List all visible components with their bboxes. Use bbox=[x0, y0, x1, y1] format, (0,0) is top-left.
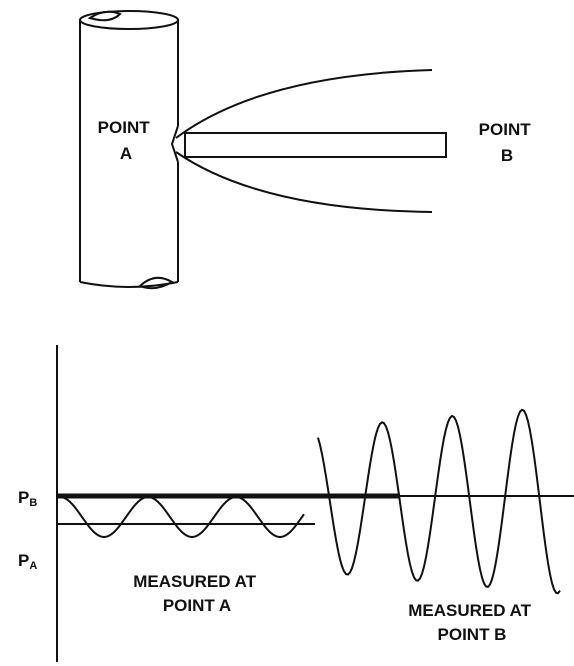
symbol: P bbox=[18, 488, 29, 507]
label-line: MEASURED AT bbox=[133, 572, 256, 591]
point-a-label: POINT A bbox=[98, 118, 155, 163]
label-line: B bbox=[501, 146, 513, 165]
level-b-label: PB bbox=[18, 488, 37, 509]
wave-a bbox=[59, 495, 305, 539]
branch bbox=[170, 69, 447, 213]
label-line: POINT bbox=[98, 118, 151, 137]
wave-b bbox=[317, 408, 561, 595]
label-line: A bbox=[120, 144, 132, 163]
point-b-label: POINT B bbox=[479, 120, 536, 165]
label-line: POINT B bbox=[438, 625, 507, 644]
measured-b-label: MEASURED AT POINT B bbox=[408, 601, 536, 644]
subscript: B bbox=[29, 497, 37, 509]
label-line: MEASURED AT bbox=[408, 601, 531, 620]
label-line: POINT A bbox=[163, 596, 231, 615]
subscript: A bbox=[29, 560, 37, 572]
measured-a-label: MEASURED AT POINT A bbox=[133, 572, 261, 615]
pipe bbox=[79, 10, 179, 290]
label-line: POINT bbox=[479, 120, 532, 139]
level-a-label: PA bbox=[18, 551, 37, 572]
graph bbox=[56, 345, 574, 662]
symbol: P bbox=[18, 551, 29, 570]
